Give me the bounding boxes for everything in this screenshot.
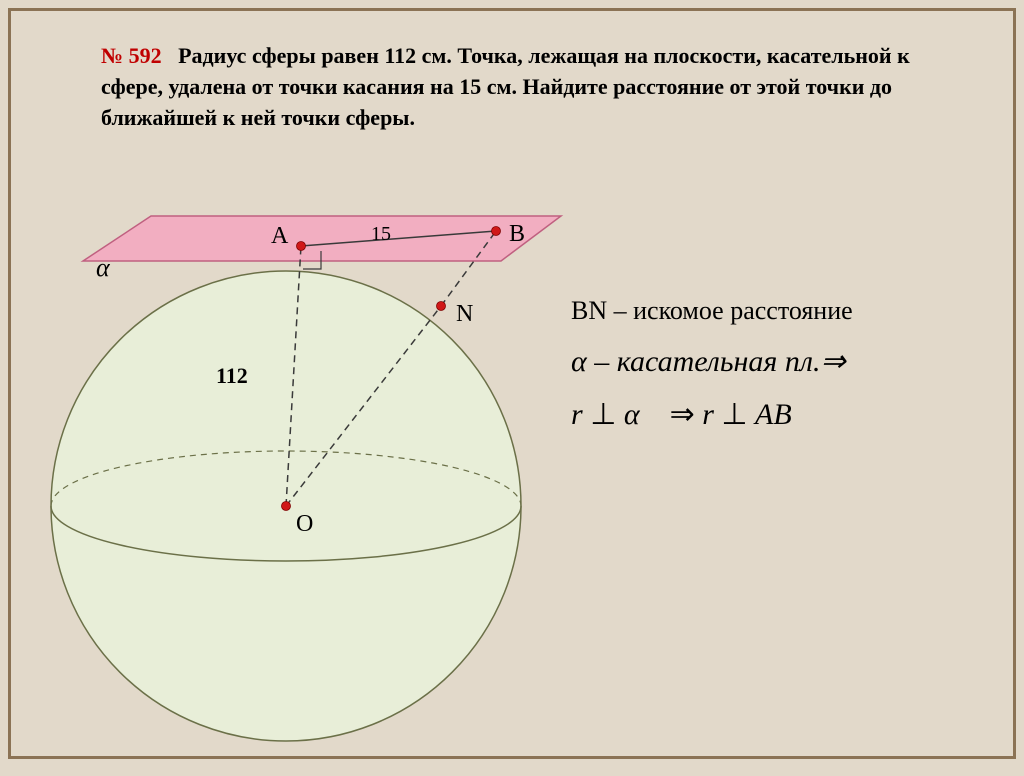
plane-alpha-label: α: [96, 253, 110, 283]
problem-number: № 592: [101, 43, 162, 68]
point-label-O: O: [296, 511, 313, 538]
radius-length: 112: [216, 363, 248, 389]
problem-body: Радиус сферы равен 112 см. Точка, лежаща…: [101, 43, 910, 130]
slide-frame: № 592 Радиус сферы равен 112 см. Точка, …: [8, 8, 1016, 759]
solution-line-3: r ⊥ α ⇒ r ⊥ AB: [571, 397, 1011, 432]
segment-AB-length: 15: [371, 223, 391, 246]
point-label-N: N: [456, 301, 473, 328]
problem-statement: № 592 Радиус сферы равен 112 см. Точка, …: [101, 41, 973, 133]
solution-line-2: α – касательная пл.⇒: [571, 344, 1011, 379]
solution-text: BN – искомое расстояние α – касательная …: [571, 296, 1011, 450]
tangent-plane: [83, 216, 561, 261]
geometry-diagram: α A B N O 15 112: [31, 211, 531, 771]
point-label-B: B: [509, 221, 525, 248]
diagram-svg: [31, 211, 571, 771]
point-label-A: A: [271, 223, 288, 250]
solution-line-1: BN – искомое расстояние: [571, 296, 1011, 326]
